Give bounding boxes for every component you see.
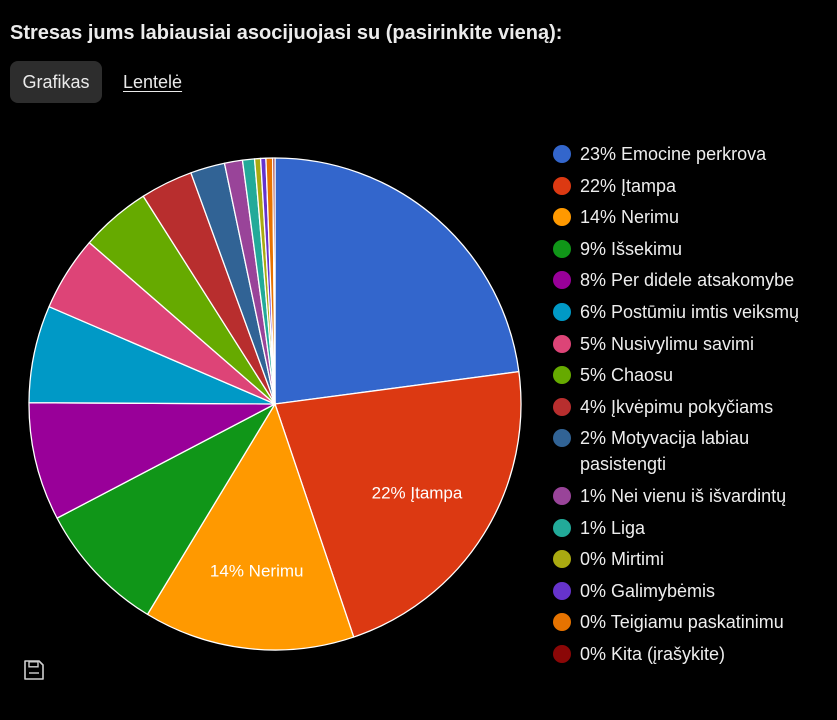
legend-swatch (553, 644, 571, 663)
legend-item[interactable]: 0% Kita (įrašykite) (553, 641, 833, 667)
slice-label: 22% Įtampa (372, 483, 463, 502)
legend-label: 5% Chaosu (580, 365, 674, 386)
legend-item[interactable]: 9% Išsekimu (553, 236, 833, 262)
legend-item[interactable]: 1% Nei vienu iš išvardintų (553, 483, 833, 509)
legend-label: 2% Motyvacija labiau pasistengti (580, 428, 750, 475)
legend-swatch (553, 302, 571, 321)
save-icon[interactable] (22, 658, 46, 682)
legend-label: 23% Emocine perkrova (580, 144, 767, 164)
legend-swatch (553, 581, 571, 600)
legend-item[interactable]: 0% Mirtimi (553, 546, 833, 572)
legend-label: 0% Galimybėmis (580, 580, 716, 601)
chart-title: Stresas jums labiausiai asocijuojasi su … (10, 22, 563, 44)
legend-item[interactable]: 2% Motyvacija labiau pasistengti (553, 425, 833, 477)
legend-swatch (553, 397, 571, 416)
tab-lentele[interactable]: Lentelė (123, 72, 183, 92)
legend-label: 6% Postūmiu imtis veiksmų (580, 301, 800, 322)
legend-item[interactable]: 5% Nusivylimu savimi (553, 331, 833, 357)
legend-item[interactable]: 23% Emocine perkrova (553, 141, 833, 167)
legend-label: 8% Per didele atsakomybe (580, 270, 795, 291)
legend-item[interactable]: 0% Galimybėmis (553, 578, 833, 604)
pie-slice[interactable] (274, 157, 520, 405)
legend-swatch (553, 550, 571, 569)
legend-item[interactable]: 8% Per didele atsakomybe (553, 267, 833, 293)
legend-item[interactable]: 6% Postūmiu imtis veiksmų (553, 299, 833, 325)
legend-label: 1% Liga (580, 517, 646, 538)
pie-slice[interactable] (272, 157, 276, 405)
chart-legend: 23% Emocine perkrova 22% Įtampa 14% Nerimu… (553, 141, 833, 673)
pie-slice[interactable] (146, 403, 355, 651)
legend-item[interactable]: 5% Chaosu (553, 362, 833, 388)
legend-swatch (553, 613, 571, 632)
legend-swatch (553, 518, 571, 537)
legend-label: 5% Nusivylimu savimi (580, 333, 755, 354)
legend-swatch (553, 176, 571, 195)
legend-label: 14% Nerimu (580, 207, 680, 228)
legend-label: 4% Įkvėpimu pokyčiams (580, 396, 774, 417)
tab-grafikas[interactable]: Grafikas (10, 61, 102, 103)
legend-swatch (553, 486, 571, 505)
legend-swatch (553, 366, 571, 385)
legend-label: 0% Teigiamu paskatinimu (580, 612, 784, 633)
legend-label: 0% Kita (įrašykite) (580, 643, 726, 664)
legend-label: 22% Įtampa (580, 175, 677, 196)
legend-item[interactable]: 22% Įtampa (553, 173, 833, 199)
legend-label: 0% Mirtimi (580, 549, 664, 570)
legend-item[interactable]: 14% Nerimu (553, 204, 833, 230)
pie-slice[interactable] (56, 403, 276, 616)
legend-item[interactable]: 0% Teigiamu paskatinimu (553, 609, 833, 635)
legend-swatch (553, 145, 571, 163)
pie-slice[interactable] (274, 370, 522, 638)
legend-swatch (553, 429, 571, 448)
legend-label: 9% Išsekimu (580, 238, 683, 259)
pie-slice[interactable] (28, 402, 276, 519)
legend-swatch (553, 334, 571, 353)
legend-swatch (553, 208, 571, 227)
legend-swatch (553, 239, 571, 258)
legend-item[interactable]: 1% Liga (553, 515, 833, 541)
legend-item[interactable]: 4% Įkvėpimu pokyčiams (553, 394, 833, 420)
legend-swatch (553, 271, 571, 290)
slice-label: 14% Nerimu (210, 561, 304, 580)
legend-label: 1% Nei vienu iš išvardintų (580, 485, 787, 506)
